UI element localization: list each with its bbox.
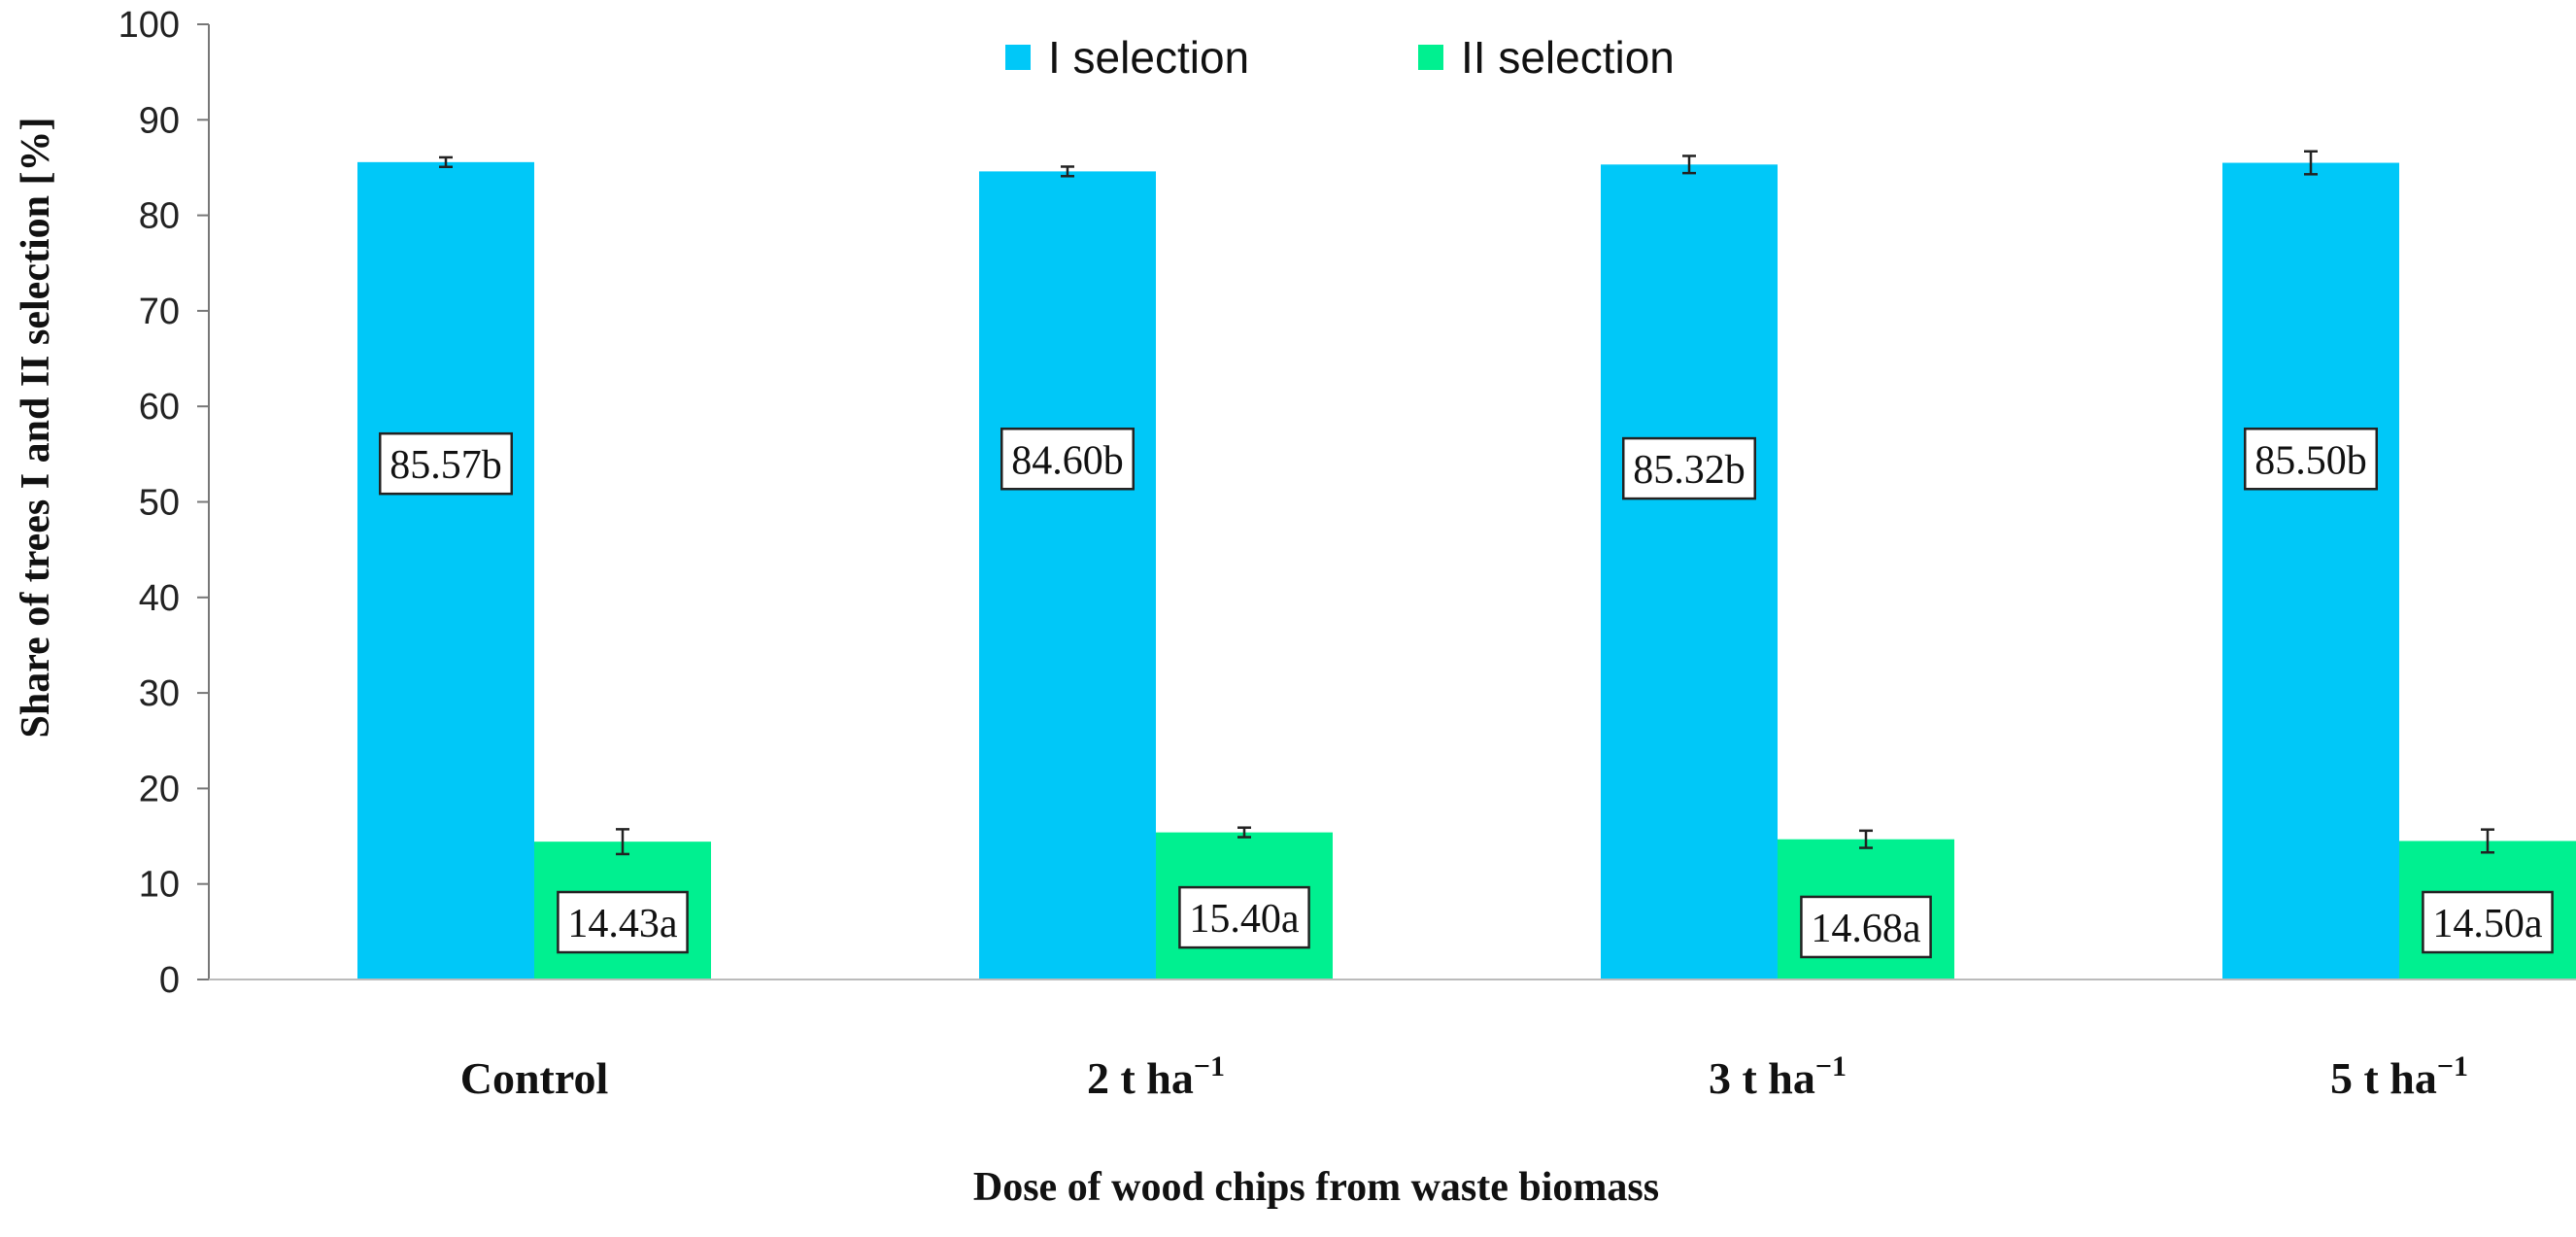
y-tick-label: 0 bbox=[159, 960, 180, 1001]
data-labels: 85.57b 84.60b 85.32b 85.50b 14.43a 15.40a 14.6… bbox=[379, 428, 2554, 959]
y-tick-label: 100 bbox=[119, 5, 180, 46]
bar-i-selection bbox=[979, 171, 1156, 979]
y-axis: 0 10 20 30 40 50 60 70 80 90 100 bbox=[119, 5, 210, 1001]
data-label-box: 15.40a bbox=[1178, 885, 1310, 949]
legend-item-ii-selection: II selection bbox=[1418, 32, 1675, 83]
x-axis-title: Dose of wood chips from waste biomass bbox=[973, 1165, 1659, 1210]
legend-label: II selection bbox=[1461, 32, 1675, 83]
data-label-box: 14.50a bbox=[2422, 890, 2554, 954]
legend-swatch bbox=[1418, 45, 1443, 70]
y-tick-label: 40 bbox=[139, 578, 180, 619]
data-label-box: 85.50b bbox=[2244, 428, 2378, 491]
data-label: 15.40a bbox=[1189, 897, 1300, 942]
data-label-box: 84.60b bbox=[1000, 428, 1135, 491]
y-tick-label: 70 bbox=[139, 292, 180, 332]
error-bar bbox=[1237, 826, 1251, 839]
legend-swatch bbox=[1005, 45, 1031, 70]
legend-label: I selection bbox=[1048, 32, 1249, 83]
data-label-frame bbox=[2422, 890, 2554, 954]
y-tick-label: 20 bbox=[139, 769, 180, 809]
data-label: 85.57b bbox=[390, 443, 502, 488]
legend-item-i-selection: I selection bbox=[1005, 32, 1249, 83]
error-bar bbox=[439, 155, 453, 169]
category-label: 5 t ha−1 bbox=[2330, 1050, 2468, 1103]
data-label-box: 14.43a bbox=[557, 890, 689, 954]
error-bar bbox=[2304, 150, 2318, 176]
category-label: 2 t ha−1 bbox=[1087, 1050, 1225, 1103]
error-bar bbox=[1061, 165, 1074, 178]
y-tick-label: 10 bbox=[139, 865, 180, 906]
data-label-box: 85.57b bbox=[379, 431, 513, 496]
x-axis: Control 2 t ha−1 3 t ha−1 5 t ha−1 bbox=[209, 979, 2576, 1103]
data-label: 85.32b bbox=[1633, 448, 1746, 493]
y-tick-label: 30 bbox=[139, 673, 180, 714]
bar-i-selection bbox=[2222, 162, 2399, 979]
data-label-frame bbox=[1178, 885, 1310, 949]
error-bar bbox=[1859, 829, 1873, 849]
data-label-frame bbox=[379, 431, 513, 496]
y-tick-label: 50 bbox=[139, 483, 180, 524]
data-label: 14.68a bbox=[1811, 907, 1921, 951]
bars bbox=[357, 150, 2576, 980]
data-label-frame bbox=[557, 890, 689, 954]
y-tick-label: 90 bbox=[139, 100, 180, 141]
category-label: 3 t ha−1 bbox=[1709, 1050, 1847, 1103]
bar-i-selection bbox=[357, 161, 534, 979]
data-label-frame bbox=[2244, 428, 2378, 491]
data-label: 84.60b bbox=[1011, 438, 1124, 483]
data-label: 85.50b bbox=[2254, 438, 2367, 483]
error-bar bbox=[1682, 155, 1696, 175]
data-label: 14.43a bbox=[567, 902, 678, 946]
data-label-frame bbox=[1622, 436, 1756, 500]
data-label-box: 85.32b bbox=[1622, 436, 1756, 500]
y-axis-title: Share of trees I and II selection [%] bbox=[14, 118, 58, 739]
data-label-frame bbox=[1800, 895, 1932, 959]
bar-i-selection bbox=[1601, 164, 1778, 980]
data-label-box: 14.68a bbox=[1800, 895, 1932, 959]
y-tick-label: 80 bbox=[139, 196, 180, 237]
data-label: 14.50a bbox=[2432, 902, 2543, 946]
legend: I selection II selection bbox=[1005, 32, 1675, 83]
error-bar bbox=[616, 828, 629, 856]
category-label: Control bbox=[460, 1053, 609, 1103]
error-bar bbox=[2481, 828, 2494, 854]
y-tick-label: 60 bbox=[139, 387, 180, 428]
data-label-frame bbox=[1000, 428, 1135, 491]
